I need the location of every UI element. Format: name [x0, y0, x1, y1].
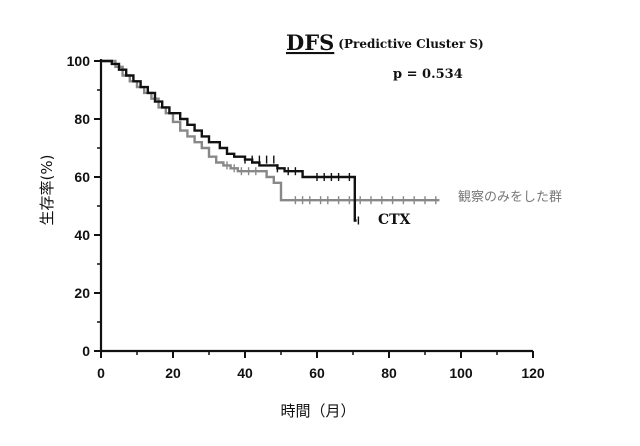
y-tick-label: 100 [67, 53, 91, 69]
x-tick-label: 20 [165, 365, 181, 381]
axes [94, 59, 533, 358]
x-tick-label: 120 [521, 365, 545, 381]
y-tick-label: 20 [74, 285, 90, 301]
series-label-ctx: CTX [378, 212, 411, 228]
p-value-annotation: p = 0.534 [393, 67, 463, 82]
chart-title: DFS [286, 30, 334, 55]
series-line-ctx [101, 61, 357, 221]
y-tick-label: 80 [74, 111, 90, 127]
y-axis-label: 生存率(%) [38, 155, 56, 226]
x-tick-label: 0 [97, 365, 105, 381]
series-line-observation [101, 61, 439, 200]
x-tick-label: 40 [237, 365, 253, 381]
series-label-observation: 観察のみをした群 [458, 190, 562, 205]
x-tick-label: 60 [309, 365, 325, 381]
x-tick-label: 100 [449, 365, 473, 381]
y-tick-label: 40 [74, 227, 90, 243]
x-tick-label: 80 [381, 365, 397, 381]
x-axis-label: 時間（月） [280, 402, 355, 420]
series-layer [101, 61, 439, 225]
tick-labels: 0 20 40 60 80 100 120 0 20 40 60 80 100 [67, 53, 545, 381]
y-tick-label: 0 [82, 343, 90, 359]
y-tick-label: 60 [74, 169, 90, 185]
chart-subtitle: (Predictive Cluster S) [338, 37, 483, 51]
